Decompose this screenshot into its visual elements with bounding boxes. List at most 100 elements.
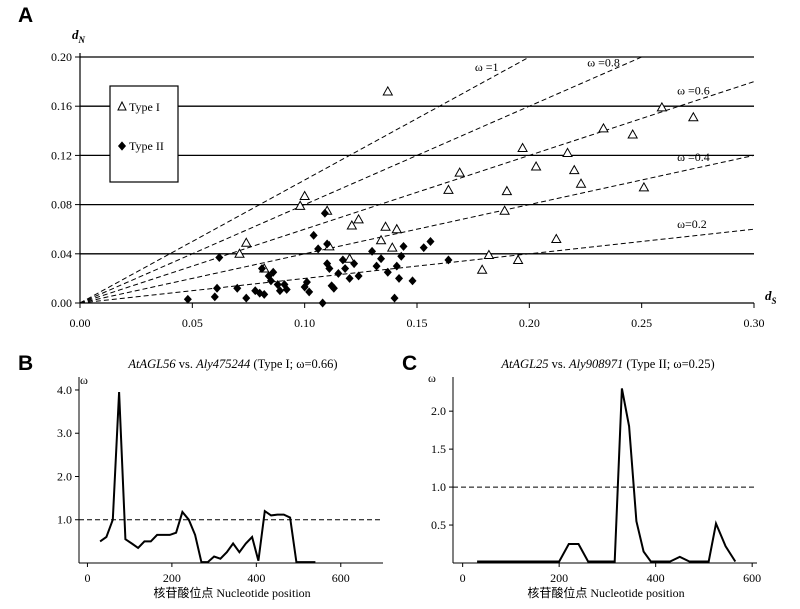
type-i-point: [344, 253, 355, 263]
type-i-point: [550, 233, 562, 244]
plot-area: [79, 392, 383, 564]
scatter-chart-a: ω =1 ω =0.8 ω =0.6 ω =0.4 ω=0.2 0.00 0.04 0.08…: [51, 27, 777, 330]
type-ii-point: [372, 261, 381, 271]
type-i-point: [380, 221, 391, 231]
panel-letter-a: A: [18, 4, 33, 27]
type-ii-point: [309, 230, 318, 240]
grid-lines: [80, 56, 754, 255]
type-i-point: [294, 200, 306, 210]
type-ii-point: [183, 294, 192, 304]
plot-area: [453, 388, 757, 563]
y-tick-label: 0.5: [431, 518, 446, 532]
type-i-point: [299, 190, 311, 200]
y-tick-label: 2.0: [57, 469, 72, 483]
y-tick-label: 0.16: [51, 99, 72, 113]
filled-diamond-icon: [117, 141, 127, 151]
axes: [75, 53, 755, 308]
y-tick-label: 1.0: [57, 513, 72, 527]
type-ii-point: [399, 241, 408, 251]
type-ii-point: [408, 276, 417, 286]
type-ii-point: [266, 276, 275, 286]
type-ii-point: [233, 283, 242, 293]
type-i-point: [386, 242, 398, 252]
y-axis-label: dN: [72, 27, 86, 45]
type-i-point: [656, 101, 668, 112]
x-axis-label: 核苷酸位点 Nucleotide position: [153, 585, 310, 600]
y-tick-label: 1.5: [431, 442, 446, 456]
x-tick-label: 400: [247, 571, 265, 585]
y-tick-label: 0.12: [51, 148, 72, 162]
type-ii-point: [354, 271, 363, 281]
x-tick-label: 0.00: [70, 316, 91, 330]
type-ii-point: [305, 287, 314, 297]
x-axis-label: 核苷酸位点 Nucleotide position: [527, 585, 684, 600]
chart-title: AtAGL25 vs. Aly908971 (Type II; ω=0.25): [500, 357, 714, 371]
data-points: [183, 85, 699, 308]
type-ii-point: [341, 264, 350, 274]
open-triangle-icon: [117, 100, 127, 111]
x-tick-label: 0.20: [519, 316, 540, 330]
y-tick-label: 3.0: [57, 426, 72, 440]
type-i-point: [575, 178, 587, 188]
x-tick-label: 0: [460, 571, 466, 585]
panel-letter-c: C: [402, 352, 417, 375]
type-i-point: [234, 248, 245, 258]
type-ii-point: [397, 251, 406, 261]
type-ii-point: [318, 298, 327, 308]
type-i-point: [454, 167, 466, 177]
type-i-point: [499, 205, 510, 215]
line-chart-b: AtAGL56 vs. Aly475244 (Type I; ω=0.66) ω…: [57, 357, 383, 600]
type-ii-point: [426, 237, 435, 246]
y-tick-label: 1.0: [431, 480, 446, 494]
x-tick-label: 0: [84, 571, 90, 585]
type-i-point: [501, 185, 513, 196]
type-ii-point: [257, 264, 266, 274]
tick-labels: 0.5 1.0 1.5 2.0 0 200 400 600: [431, 404, 761, 585]
type-i-point: [382, 85, 394, 96]
type-ii-point: [302, 277, 311, 287]
type-ii-point: [334, 269, 343, 278]
omega-reference-lines: ω =1 ω =0.8 ω =0.6 ω =0.4 ω=0.2: [79, 56, 755, 304]
tick-labels: 1.0 2.0 3.0 4.0 0 200 400 600: [57, 383, 350, 585]
y-tick-label: 0.04: [51, 247, 72, 261]
type-ii-point: [395, 273, 404, 283]
type-ii-point: [350, 259, 359, 269]
type-ii-point: [345, 273, 354, 283]
type-ii-point: [269, 267, 278, 277]
type-ii-point: [419, 243, 428, 253]
type-ii-point: [320, 208, 329, 218]
axes: [75, 377, 383, 567]
omega-line: [79, 56, 530, 304]
type-i-point: [353, 213, 364, 224]
x-tick-label: 600: [332, 571, 350, 585]
y-tick-label: 0.20: [51, 50, 72, 64]
type-i-point: [638, 181, 650, 192]
y-tick-label: 2.0: [431, 404, 446, 418]
type-ii-point: [260, 289, 269, 299]
y-tick-label: 0.08: [51, 198, 72, 212]
omega-line-label: ω=0.2: [677, 217, 707, 231]
legend: Type I Type II: [109, 85, 179, 183]
type-ii-point: [390, 293, 399, 303]
x-tick-label: 0.25: [631, 316, 652, 330]
type-i-point: [375, 234, 387, 245]
omega-line: [79, 56, 642, 304]
y-tick-label: 0.00: [51, 296, 72, 310]
type-ii-point: [282, 285, 291, 294]
omega-line: [79, 81, 755, 304]
legend-box: [109, 85, 179, 183]
chart-title: AtAGL56 vs. Aly475244 (Type I; ω=0.66): [127, 357, 337, 371]
x-tick-label: 0.30: [744, 316, 765, 330]
type-i-point: [530, 160, 542, 171]
type-ii-point: [210, 292, 219, 302]
omega-line-label: ω =1: [475, 60, 499, 74]
legend-label-type-i: Type I: [129, 100, 160, 114]
omega-line-label: ω =0.8: [587, 56, 620, 70]
type-ii-point: [242, 293, 251, 303]
x-tick-label: 200: [163, 571, 181, 585]
omega-series-line: [477, 388, 737, 563]
type-ii-point: [251, 286, 260, 296]
type-ii-point: [275, 286, 284, 296]
line-chart-c: AtAGL25 vs. Aly908971 (Type II; ω=0.25) …: [428, 357, 761, 600]
type-ii-point: [213, 283, 222, 293]
